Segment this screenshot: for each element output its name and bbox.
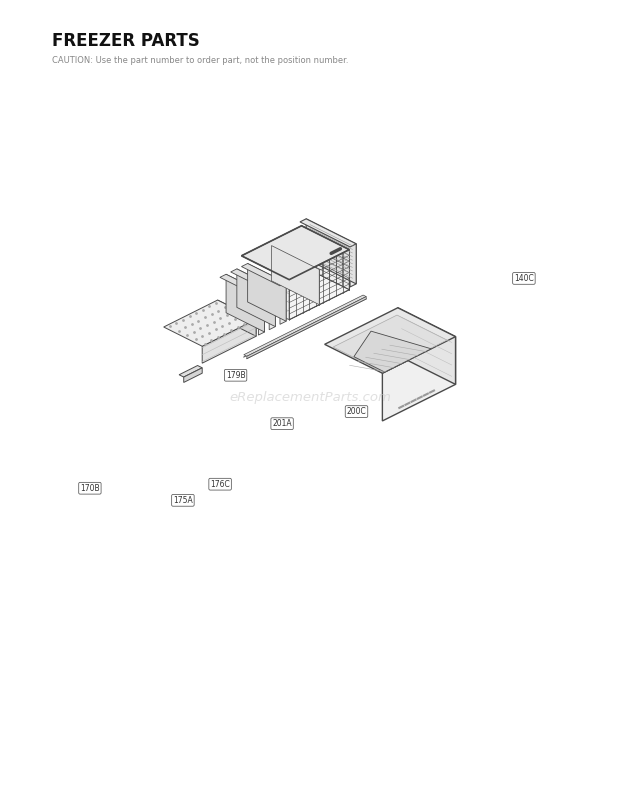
Text: 140C: 140C — [514, 274, 534, 283]
Polygon shape — [237, 269, 275, 327]
Polygon shape — [241, 263, 286, 286]
Polygon shape — [241, 226, 349, 280]
Polygon shape — [300, 219, 356, 247]
Polygon shape — [241, 266, 349, 320]
Text: 200C: 200C — [347, 407, 366, 416]
Polygon shape — [289, 249, 349, 320]
Polygon shape — [350, 244, 356, 287]
Polygon shape — [179, 366, 202, 377]
Text: FREEZER PARTS: FREEZER PARTS — [52, 32, 200, 50]
Polygon shape — [247, 263, 286, 321]
Text: 176C: 176C — [210, 479, 230, 489]
Polygon shape — [259, 294, 265, 335]
Polygon shape — [220, 274, 265, 297]
Text: 175A: 175A — [173, 495, 193, 505]
Polygon shape — [247, 297, 366, 358]
Polygon shape — [202, 320, 256, 363]
Polygon shape — [164, 300, 256, 346]
Text: 201A: 201A — [272, 419, 292, 429]
Polygon shape — [272, 245, 319, 305]
Polygon shape — [184, 368, 202, 383]
Text: CAUTION: Use the part number to order part, not the position number.: CAUTION: Use the part number to order pa… — [52, 56, 348, 65]
Polygon shape — [383, 337, 456, 421]
Polygon shape — [306, 219, 356, 284]
Polygon shape — [280, 282, 286, 324]
Polygon shape — [269, 288, 275, 330]
Polygon shape — [333, 315, 447, 372]
Polygon shape — [398, 307, 456, 384]
Text: 179B: 179B — [226, 370, 246, 380]
Text: 170B: 170B — [80, 483, 100, 493]
Polygon shape — [301, 226, 349, 290]
Polygon shape — [354, 331, 431, 372]
Polygon shape — [325, 307, 456, 373]
Text: eReplacementParts.com: eReplacementParts.com — [229, 391, 391, 404]
Polygon shape — [226, 274, 265, 332]
Polygon shape — [231, 269, 275, 291]
Polygon shape — [244, 295, 366, 356]
Polygon shape — [218, 300, 256, 337]
